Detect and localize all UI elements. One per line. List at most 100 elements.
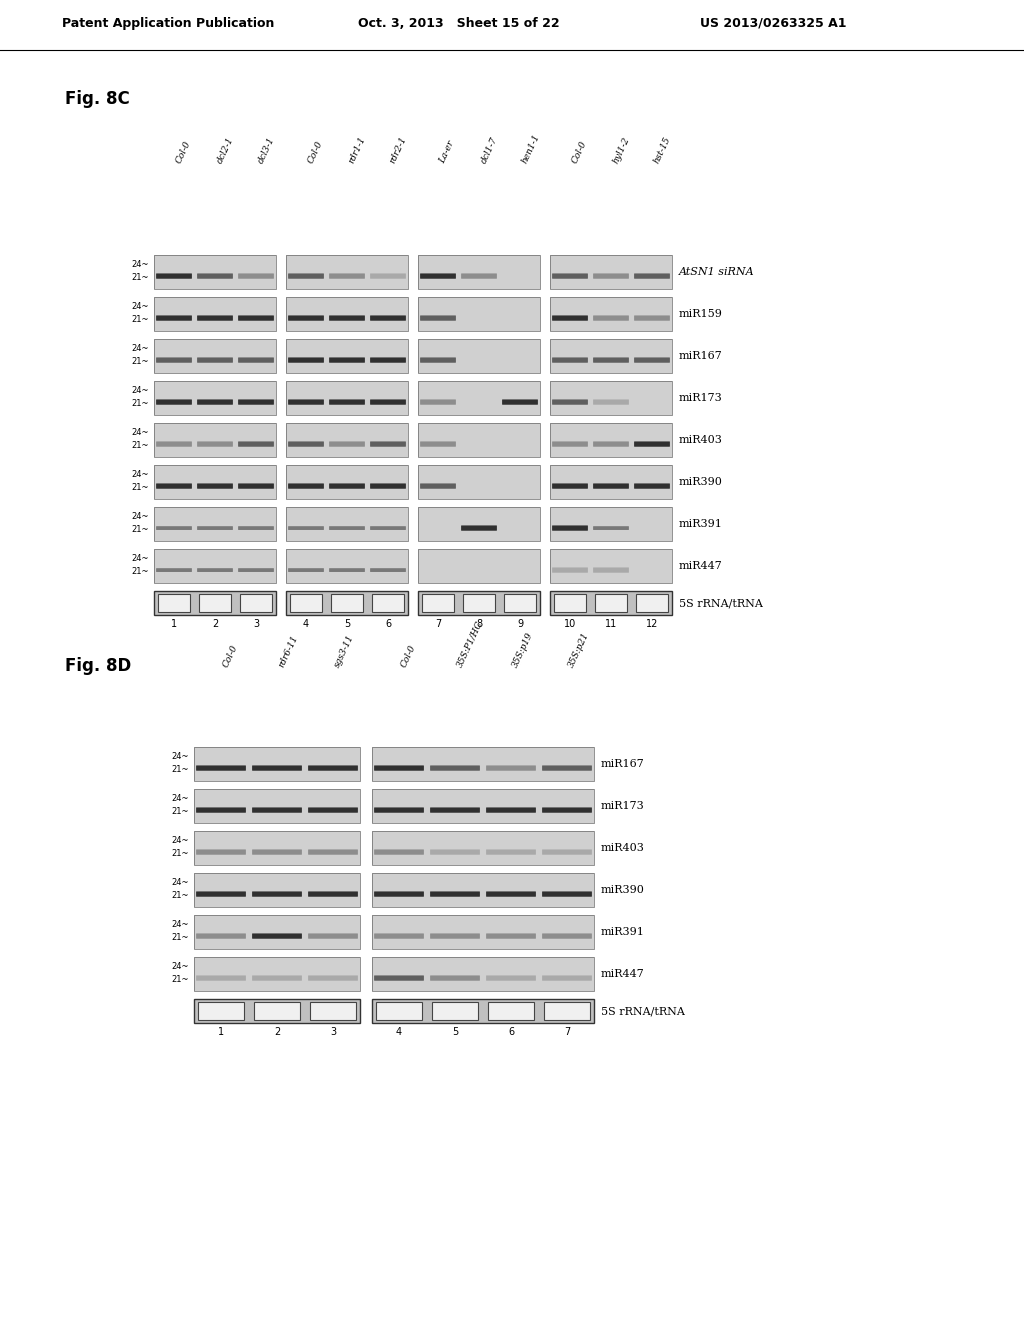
Text: 21~: 21~ — [131, 525, 150, 535]
Bar — [194, 957, 360, 991]
FancyBboxPatch shape — [461, 525, 497, 531]
Bar — [372, 832, 594, 865]
FancyBboxPatch shape — [486, 975, 536, 981]
Text: 8: 8 — [476, 619, 482, 630]
FancyBboxPatch shape — [197, 273, 232, 279]
FancyBboxPatch shape — [634, 483, 670, 488]
Bar — [550, 422, 672, 457]
Text: miR390: miR390 — [601, 884, 645, 895]
Bar — [550, 297, 672, 331]
FancyBboxPatch shape — [430, 808, 480, 813]
Bar — [422, 594, 454, 612]
Bar — [550, 381, 672, 414]
Text: hyl1-2: hyl1-2 — [611, 136, 631, 165]
FancyBboxPatch shape — [430, 891, 480, 896]
FancyBboxPatch shape — [374, 975, 424, 981]
Bar — [158, 594, 190, 612]
Text: sgs3-11: sgs3-11 — [333, 634, 356, 669]
FancyBboxPatch shape — [197, 933, 246, 939]
FancyBboxPatch shape — [239, 400, 273, 405]
FancyBboxPatch shape — [288, 527, 324, 529]
FancyBboxPatch shape — [288, 568, 324, 572]
Bar — [550, 465, 672, 499]
Bar — [286, 339, 408, 374]
Bar — [286, 465, 408, 499]
FancyBboxPatch shape — [542, 975, 592, 981]
Bar — [550, 591, 672, 615]
FancyBboxPatch shape — [329, 400, 365, 405]
Bar — [194, 915, 360, 949]
FancyBboxPatch shape — [308, 891, 358, 896]
Text: 35S:p21: 35S:p21 — [567, 631, 591, 669]
Bar — [286, 507, 408, 541]
FancyBboxPatch shape — [634, 441, 670, 446]
FancyBboxPatch shape — [542, 850, 592, 855]
Bar — [418, 591, 540, 615]
FancyBboxPatch shape — [308, 975, 358, 981]
Bar — [286, 591, 408, 615]
FancyBboxPatch shape — [634, 273, 670, 279]
FancyBboxPatch shape — [374, 933, 424, 939]
Bar — [154, 549, 276, 583]
Bar — [194, 832, 360, 865]
Bar — [286, 591, 408, 615]
Bar — [550, 255, 672, 289]
FancyBboxPatch shape — [552, 525, 588, 531]
FancyBboxPatch shape — [370, 315, 406, 321]
Text: Col-0: Col-0 — [306, 140, 325, 165]
Bar — [418, 255, 540, 289]
FancyBboxPatch shape — [542, 808, 592, 813]
FancyBboxPatch shape — [502, 400, 538, 405]
FancyBboxPatch shape — [486, 808, 536, 813]
Text: miR403: miR403 — [679, 436, 723, 445]
Bar — [154, 297, 276, 331]
Bar — [154, 465, 276, 499]
Bar — [194, 832, 360, 865]
Bar — [504, 594, 536, 612]
Bar — [550, 339, 672, 374]
Bar — [331, 594, 362, 612]
FancyBboxPatch shape — [156, 400, 191, 405]
Text: Col-0: Col-0 — [174, 140, 193, 165]
Bar — [550, 255, 672, 289]
Text: 6: 6 — [385, 619, 391, 630]
FancyBboxPatch shape — [542, 933, 592, 939]
Text: 21~: 21~ — [171, 891, 189, 900]
FancyBboxPatch shape — [329, 527, 365, 529]
Text: 5: 5 — [344, 619, 350, 630]
Text: miR391: miR391 — [601, 927, 645, 937]
Text: 21~: 21~ — [171, 766, 189, 775]
FancyBboxPatch shape — [288, 358, 324, 363]
FancyBboxPatch shape — [329, 483, 365, 488]
Bar — [194, 789, 360, 822]
Text: 24~: 24~ — [131, 428, 150, 437]
Text: 24~: 24~ — [131, 470, 150, 479]
FancyBboxPatch shape — [329, 315, 365, 321]
Text: 7: 7 — [435, 619, 441, 630]
FancyBboxPatch shape — [552, 358, 588, 363]
Bar — [194, 873, 360, 907]
Text: 24~: 24~ — [131, 554, 150, 564]
Bar — [194, 915, 360, 949]
FancyBboxPatch shape — [370, 358, 406, 363]
Bar — [636, 594, 668, 612]
FancyBboxPatch shape — [329, 358, 365, 363]
FancyBboxPatch shape — [288, 315, 324, 321]
Bar — [418, 339, 540, 374]
FancyBboxPatch shape — [156, 441, 191, 446]
Bar — [154, 255, 276, 289]
Bar — [550, 507, 672, 541]
Text: rdr1-1: rdr1-1 — [347, 135, 368, 165]
FancyBboxPatch shape — [308, 766, 358, 771]
Bar — [418, 507, 540, 541]
Bar — [286, 549, 408, 583]
FancyBboxPatch shape — [288, 483, 324, 488]
Bar — [286, 297, 408, 331]
FancyBboxPatch shape — [370, 273, 406, 279]
Text: miR447: miR447 — [601, 969, 645, 979]
FancyBboxPatch shape — [197, 568, 232, 572]
Text: 24~: 24~ — [171, 836, 189, 845]
Bar — [372, 594, 404, 612]
FancyBboxPatch shape — [593, 315, 629, 321]
Text: 21~: 21~ — [131, 568, 150, 577]
